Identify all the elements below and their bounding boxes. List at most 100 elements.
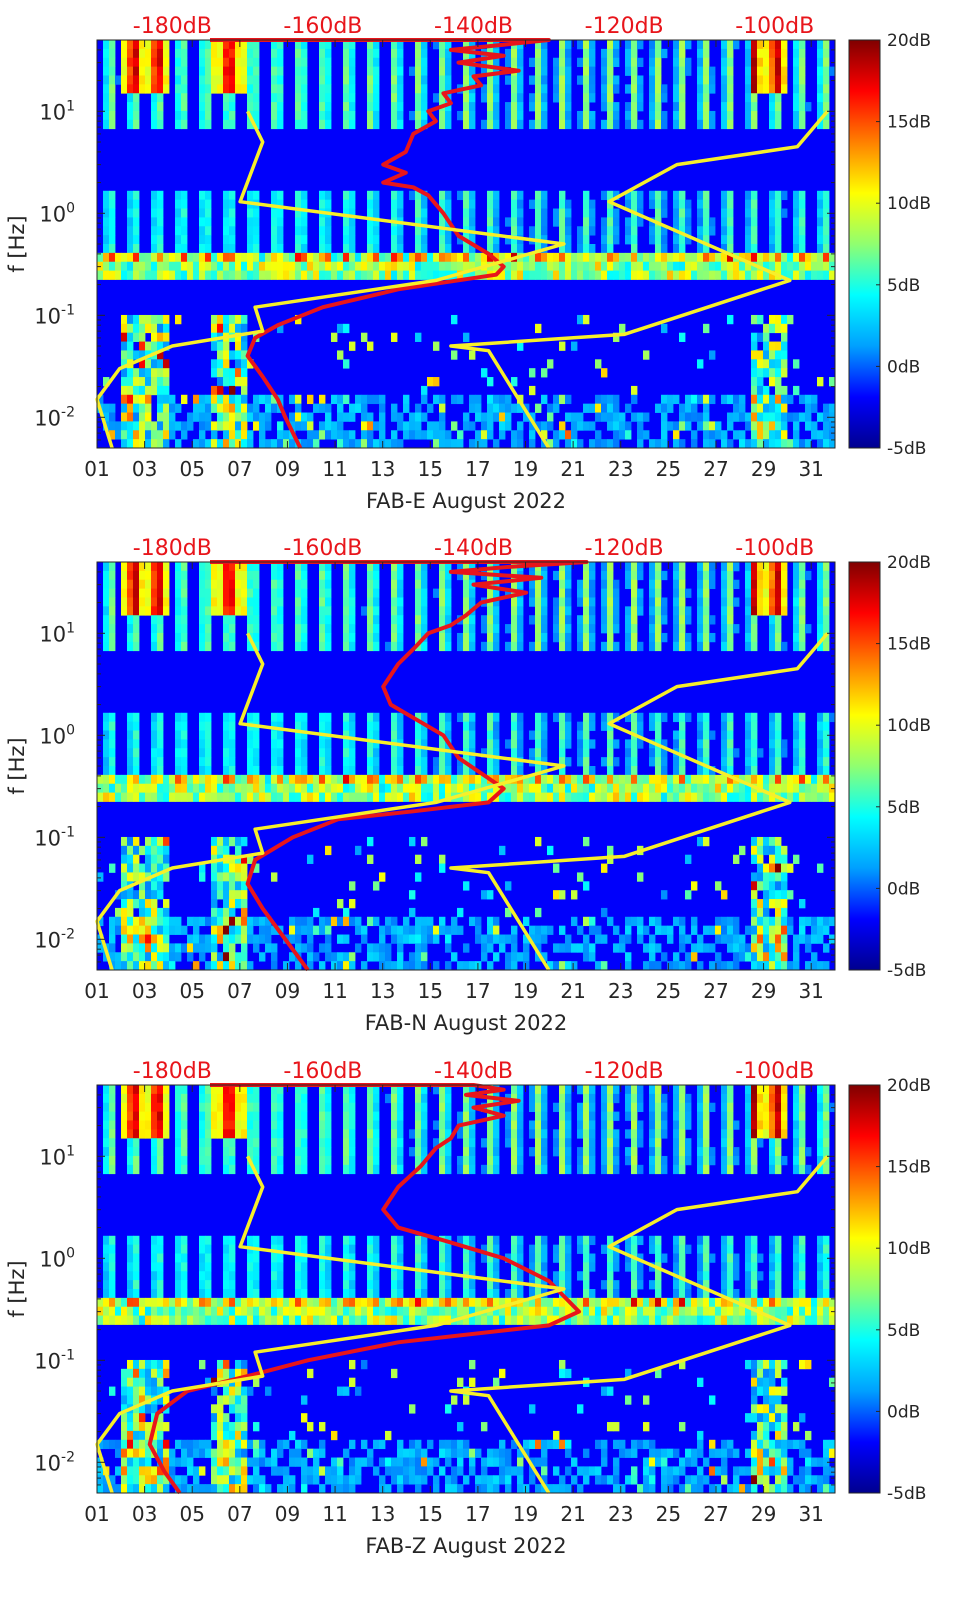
heatmap-cell	[235, 961, 242, 971]
heatmap-cell	[199, 952, 206, 962]
heatmap-cell	[151, 890, 158, 900]
x-tick-label: 03	[132, 979, 157, 1003]
heatmap-cell	[367, 570, 374, 581]
heatmap-cell	[313, 907, 320, 918]
heatmap-cell	[463, 570, 470, 581]
heatmap-cell	[751, 190, 758, 201]
heatmap-cell	[229, 588, 236, 598]
heatmap-cell	[583, 748, 590, 758]
heatmap-cell	[247, 606, 254, 616]
heatmap-cell	[547, 774, 554, 785]
heatmap-cell	[799, 412, 806, 422]
heatmap-cell	[109, 252, 116, 263]
heatmap-cell	[811, 430, 818, 440]
heatmap-cell	[739, 943, 746, 953]
heatmap-cell	[367, 252, 374, 263]
heatmap-cell	[121, 890, 128, 900]
heatmap-cell	[241, 899, 248, 909]
heatmap-cell	[403, 916, 410, 927]
heatmap-cell	[703, 588, 710, 598]
heatmap-cell	[169, 421, 176, 431]
heatmap-cell	[259, 792, 266, 802]
heatmap-cell	[97, 1484, 104, 1494]
heatmap-cell	[679, 199, 686, 209]
heatmap-cell	[229, 84, 236, 94]
heatmap-cell	[103, 739, 110, 749]
heatmap-cell	[319, 774, 326, 785]
heatmap-cell	[133, 952, 140, 962]
heatmap-cell	[373, 208, 380, 218]
heatmap-cell	[247, 730, 254, 740]
heatmap-cell	[607, 84, 614, 94]
heatmap-cell	[445, 190, 452, 201]
heatmap-cell	[121, 1297, 128, 1308]
heatmap-cell	[649, 624, 656, 634]
heatmap-cell	[145, 961, 152, 971]
heatmap-cell	[775, 641, 782, 652]
heatmap-cell	[583, 40, 590, 50]
heatmap-cell	[613, 739, 620, 749]
heatmap-cell	[103, 1306, 110, 1317]
heatmap-cell	[151, 641, 158, 652]
heatmap-cell	[325, 641, 332, 652]
heatmap-cell	[433, 421, 440, 431]
heatmap-cell	[739, 261, 746, 272]
heatmap-cell	[163, 66, 170, 76]
heatmap-cell	[199, 208, 206, 218]
heatmap-cell	[757, 350, 764, 360]
heatmap-cell	[151, 261, 158, 272]
heatmap-cell	[673, 261, 680, 272]
heatmap-cell	[721, 84, 728, 94]
heatmap-cell	[745, 75, 752, 85]
heatmap-cell	[109, 48, 116, 59]
heatmap-cell	[313, 261, 320, 272]
heatmap-cell	[523, 270, 530, 280]
heatmap-cell	[439, 712, 446, 723]
heatmap-cell	[517, 739, 524, 749]
heatmap-cell	[649, 102, 656, 112]
heatmap-cell	[367, 632, 374, 643]
heatmap-cell	[301, 783, 308, 794]
heatmap-cell	[763, 394, 770, 405]
heatmap-cell	[673, 624, 680, 634]
heatmap-cell	[385, 961, 392, 971]
heatmap-cell	[139, 261, 146, 272]
heatmap-cell	[613, 783, 620, 794]
heatmap-cell	[283, 961, 290, 971]
heatmap-cell	[799, 119, 806, 130]
heatmap-cell	[541, 40, 548, 50]
heatmap-cell	[745, 712, 752, 723]
heatmap-cell	[211, 952, 218, 962]
heatmap-cell	[565, 217, 572, 227]
heatmap-cell	[817, 270, 824, 280]
heatmap-cell	[751, 721, 758, 731]
heatmap-cell	[229, 252, 236, 263]
heatmap-cell	[769, 341, 776, 351]
heatmap-cell	[559, 199, 566, 209]
heatmap-cell	[487, 739, 494, 749]
heatmap-cell	[163, 854, 170, 864]
heatmap-cell	[667, 261, 674, 272]
heatmap-cell	[775, 588, 782, 598]
heatmap-cell	[487, 412, 494, 422]
heatmap-cell	[583, 562, 590, 572]
colorbar-tick-label: 5dB	[887, 798, 920, 818]
heatmap-cell	[799, 934, 806, 944]
heatmap-cell	[277, 430, 284, 440]
heatmap-cell	[511, 952, 518, 962]
heatmap-cell	[457, 190, 464, 201]
heatmap-cell	[661, 110, 668, 121]
heatmap-cell	[319, 110, 326, 121]
heatmap-cell	[457, 570, 464, 581]
heatmap-cell	[247, 66, 254, 76]
heatmap-cell	[541, 730, 548, 740]
heatmap-cell	[829, 774, 836, 785]
heatmap-cell	[421, 412, 428, 422]
heatmap-cell	[211, 881, 218, 891]
heatmap-cell	[457, 961, 464, 971]
heatmap-cell	[685, 961, 692, 971]
heatmap-cell	[103, 208, 110, 218]
heatmap-cell	[751, 377, 758, 387]
heatmap-cell	[535, 739, 542, 749]
top-db-tick-label: -100dB	[735, 536, 814, 561]
